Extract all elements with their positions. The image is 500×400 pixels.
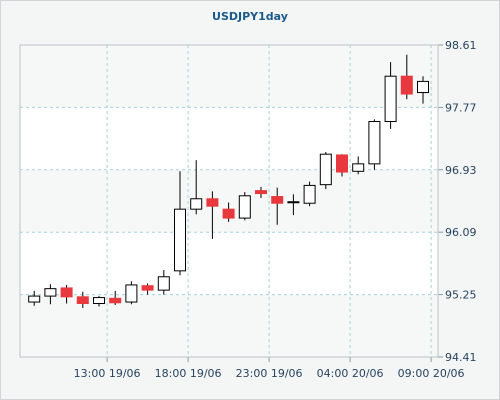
y-tick-label: 97.77 (445, 101, 477, 114)
candle (384, 62, 397, 129)
plot-band (20, 169, 438, 233)
candle-body-bullish (190, 198, 203, 210)
candle-body-bullish (417, 80, 429, 94)
candle-body-bullish (174, 208, 186, 272)
candle (76, 291, 89, 308)
candle-body-bullish (287, 201, 300, 204)
candle-body-bearish (60, 287, 73, 298)
candle-body-bearish (109, 297, 122, 304)
y-tick-label: 98.61 (445, 39, 477, 52)
candle-body-bearish (400, 75, 413, 95)
candle-body-bearish (141, 285, 154, 291)
plot-band (20, 45, 438, 108)
candle-body-bullish (384, 75, 397, 123)
candle (28, 290, 41, 306)
plot-area (20, 45, 438, 357)
candle (109, 290, 122, 305)
candle-body-bearish (206, 198, 219, 207)
candle-body-bullish (28, 295, 41, 303)
plot-border (19, 44, 439, 358)
candle (336, 154, 348, 177)
candle (400, 54, 413, 100)
candle-body-bullish (93, 297, 105, 305)
candle (222, 202, 235, 222)
y-tick-label: 95.25 (445, 289, 477, 302)
candle (190, 160, 203, 215)
grid (20, 45, 438, 357)
x-tick-label: 04:00 20/06 (317, 367, 384, 380)
candle (157, 270, 170, 295)
candle-body-bearish (271, 196, 284, 204)
candle (303, 181, 316, 207)
candle (141, 283, 154, 295)
candles (28, 54, 429, 308)
candle (44, 284, 57, 305)
x-tick-label: 09:00 20/06 (398, 367, 465, 380)
candle-body-bearish (76, 296, 89, 305)
candle-body-bullish (238, 195, 251, 219)
candle-body-bearish (222, 208, 235, 219)
candle-body-bullish (319, 153, 332, 186)
candle (271, 187, 284, 225)
candle-body-bullish (352, 163, 365, 172)
y-tick-label: 96.09 (445, 226, 477, 239)
plot-band (20, 294, 438, 357)
candle (255, 186, 267, 199)
candle-body-bullish (44, 288, 57, 297)
candle (287, 194, 300, 216)
candle-body-bullish (157, 276, 170, 291)
candle-body-bullish (368, 121, 381, 165)
x-tick-label: 13:00 19/06 (74, 367, 141, 380)
candle-body-bullish (303, 184, 316, 204)
candle-body-bearish (255, 190, 267, 195)
candle (206, 191, 219, 239)
candle-body-bearish (336, 154, 348, 173)
candle (319, 151, 332, 190)
candle (93, 296, 105, 307)
candle (174, 171, 186, 276)
chart-title: USDJPY1day (212, 10, 288, 23)
y-tick-label: 94.41 (445, 351, 477, 364)
candle (238, 192, 251, 221)
x-tick-label: 18:00 19/06 (155, 367, 222, 380)
candle-body-bullish (125, 284, 138, 303)
candle (352, 156, 365, 175)
axes: 98.61 97.77 96.93 96.09 95.25 94.41 13:00 19/0… (19, 39, 477, 380)
x-tick-label: 23:00 19/06 (236, 367, 303, 380)
candle (60, 284, 73, 304)
candle (125, 281, 138, 305)
candle (417, 76, 429, 104)
candle (368, 119, 381, 170)
y-tick-label: 96.93 (445, 164, 477, 177)
